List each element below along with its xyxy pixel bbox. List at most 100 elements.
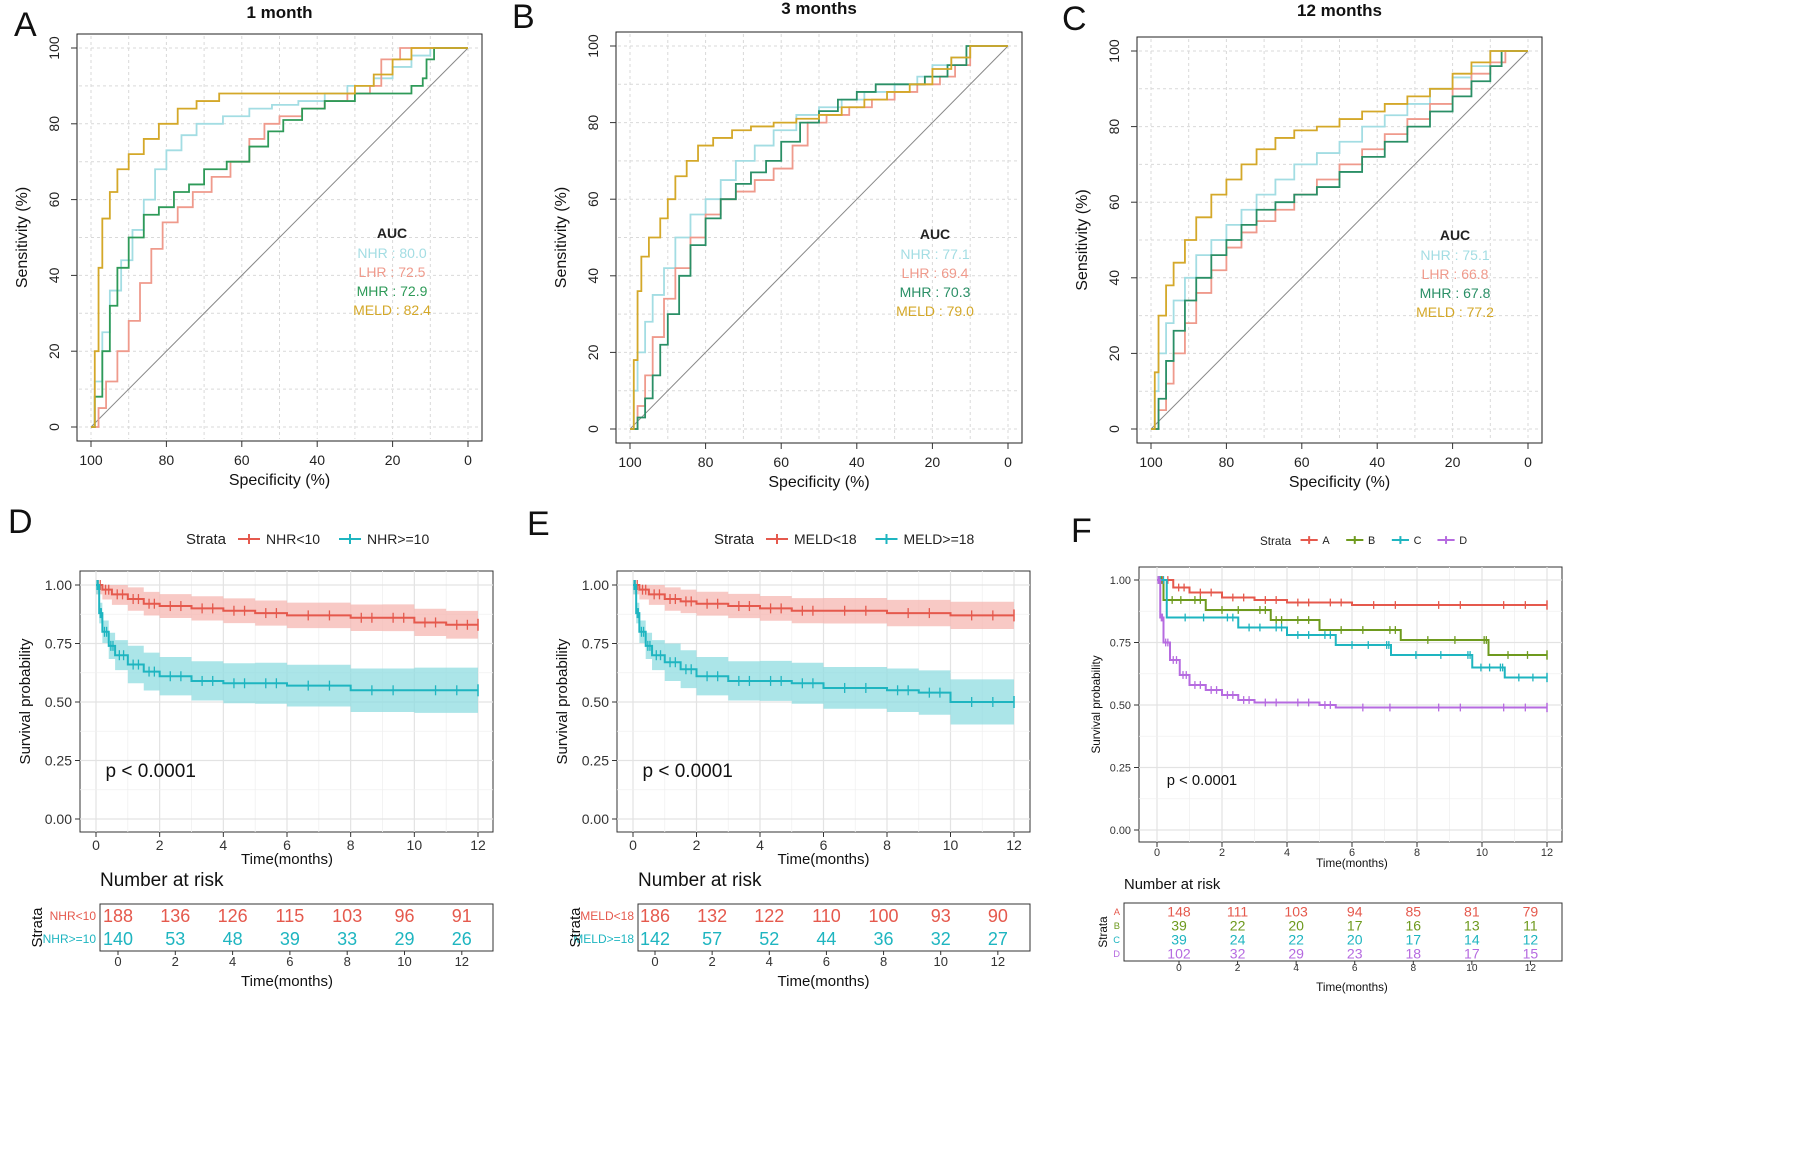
panel-label-E: E xyxy=(527,505,550,543)
risk-count: 11 xyxy=(1523,918,1538,934)
y-tick-label: 20 xyxy=(1106,345,1122,361)
risk-x-label: Time(months) xyxy=(241,973,333,990)
legend-title: Strata xyxy=(1260,535,1292,548)
risk-count: 32 xyxy=(1230,946,1246,962)
x-tick-label: 40 xyxy=(849,454,865,470)
y-tick-label: 0.75 xyxy=(1110,637,1131,649)
risk-count: 29 xyxy=(1288,946,1304,962)
risk-count: 17 xyxy=(1347,918,1363,934)
legend-label: NHR>=10 xyxy=(367,531,429,547)
x-tick-label: 6 xyxy=(283,837,291,853)
risk-row-label: NHR<10 xyxy=(50,909,97,923)
auc-value-lhr: LHR : 72.5 xyxy=(359,264,426,280)
x-tick-label: 60 xyxy=(1294,454,1310,470)
risk-count: 94 xyxy=(1347,904,1363,920)
risk-count: 44 xyxy=(816,929,836,949)
x-tick-label: 4 xyxy=(756,837,764,853)
risk-count: 29 xyxy=(394,929,414,949)
y-tick-label: 40 xyxy=(585,268,601,284)
x-tick-label: 100 xyxy=(1139,454,1163,470)
roc-curve-lhr xyxy=(630,45,1008,430)
x-tick-label: 80 xyxy=(698,454,714,470)
y-tick-label: 1.00 xyxy=(1110,575,1131,587)
risk-count: 188 xyxy=(103,906,133,926)
risk-count: 14 xyxy=(1464,932,1480,948)
x-tick-label: 0 xyxy=(1524,454,1532,470)
risk-count: 142 xyxy=(640,929,670,949)
x-tick-label: 10 xyxy=(407,837,423,853)
x-tick-label: 60 xyxy=(234,452,250,468)
y-tick-label: 60 xyxy=(1106,194,1122,210)
x-tick-label: 2 xyxy=(156,837,164,853)
roc-curve-meld xyxy=(91,47,468,428)
plot-frame xyxy=(615,31,1023,444)
panel-label-B: B xyxy=(512,0,535,36)
x-axis-label: Specificity (%) xyxy=(768,474,869,491)
risk-row-label: C xyxy=(1113,935,1120,945)
auc-value-nhr: NHR : 77.1 xyxy=(900,246,969,262)
risk-count: 18 xyxy=(1405,946,1421,962)
y-axis-label: Sensitivity (%) xyxy=(553,187,570,288)
x-tick-label: 0 xyxy=(92,837,100,853)
risk-tick-label: 0 xyxy=(1176,963,1182,974)
x-axis-label: Specificity (%) xyxy=(1289,474,1390,491)
auc-value-lhr: LHR : 66.8 xyxy=(1422,266,1489,282)
risk-tick-label: 12 xyxy=(991,954,1005,969)
x-tick-label: 60 xyxy=(773,454,789,470)
x-tick-label: 20 xyxy=(385,452,401,468)
risk-count: 17 xyxy=(1405,932,1421,948)
risk-row-label: B xyxy=(1114,921,1120,931)
risk-count: 24 xyxy=(1230,932,1246,948)
legend-label: D xyxy=(1459,535,1467,547)
risk-count: 52 xyxy=(759,929,779,949)
x-tick-label: 100 xyxy=(618,454,642,470)
risk-count: 103 xyxy=(332,906,362,926)
roc-curve-mhr xyxy=(91,47,468,428)
x-tick-label: 40 xyxy=(309,452,325,468)
legend-label: MELD<18 xyxy=(794,531,857,547)
y-tick-label: 0.75 xyxy=(45,636,72,652)
x-tick-label: 0 xyxy=(464,452,472,468)
x-tick-label: 2 xyxy=(1219,847,1225,859)
risk-count: 13 xyxy=(1464,918,1480,934)
x-tick-label: 4 xyxy=(219,837,227,853)
confidence-band-NHR<10 xyxy=(96,585,478,639)
y-tick-label: 40 xyxy=(46,267,62,283)
km-panel-E: E Strata MELD<18 MELD>=180.000.250.500.751.… xyxy=(527,505,1031,990)
x-tick-label: 8 xyxy=(1414,847,1420,859)
roc-curve-mhr xyxy=(630,45,1008,430)
panel-title-A: 1 month xyxy=(246,3,312,22)
risk-count: 79 xyxy=(1523,904,1539,920)
risk-tick-label: 10 xyxy=(933,954,947,969)
risk-count: 57 xyxy=(702,929,722,949)
risk-count: 186 xyxy=(640,906,670,926)
plot-frame xyxy=(1136,36,1543,444)
risk-tick-label: 6 xyxy=(1352,963,1358,974)
y-tick-label: 0 xyxy=(1106,425,1122,433)
x-tick-label: 8 xyxy=(347,837,355,853)
x-tick-label: 10 xyxy=(1476,847,1488,859)
panel-label-F: F xyxy=(1071,512,1092,550)
risk-tick-label: 0 xyxy=(651,954,658,969)
risk-y-label: Strata xyxy=(567,907,584,948)
x-tick-label: 80 xyxy=(1219,454,1235,470)
x-tick-label: 0 xyxy=(1154,847,1160,859)
roc-panel-C: C 12 months 100 80 60 40 20 0 0 20 40 60 80 100 Specif… xyxy=(1062,0,1543,491)
risk-count: 85 xyxy=(1405,904,1421,920)
risk-tick-label: 12 xyxy=(455,954,469,969)
y-tick-label: 1.00 xyxy=(582,577,609,593)
risk-table-title: Number at risk xyxy=(100,870,224,891)
y-tick-label: 0.50 xyxy=(582,694,609,710)
x-tick-label: 20 xyxy=(1445,454,1461,470)
risk-count: 140 xyxy=(103,929,133,949)
legend-label: NHR<10 xyxy=(266,531,320,547)
risk-tick-label: 4 xyxy=(1293,963,1299,974)
x-tick-label: 4 xyxy=(1284,847,1290,859)
risk-count: 122 xyxy=(754,906,784,926)
risk-count: 48 xyxy=(223,929,243,949)
confidence-band-MELD<18 xyxy=(633,585,1014,630)
risk-count: 12 xyxy=(1523,932,1539,948)
risk-table-frame xyxy=(637,903,1031,952)
risk-y-label: Strata xyxy=(1097,916,1110,948)
